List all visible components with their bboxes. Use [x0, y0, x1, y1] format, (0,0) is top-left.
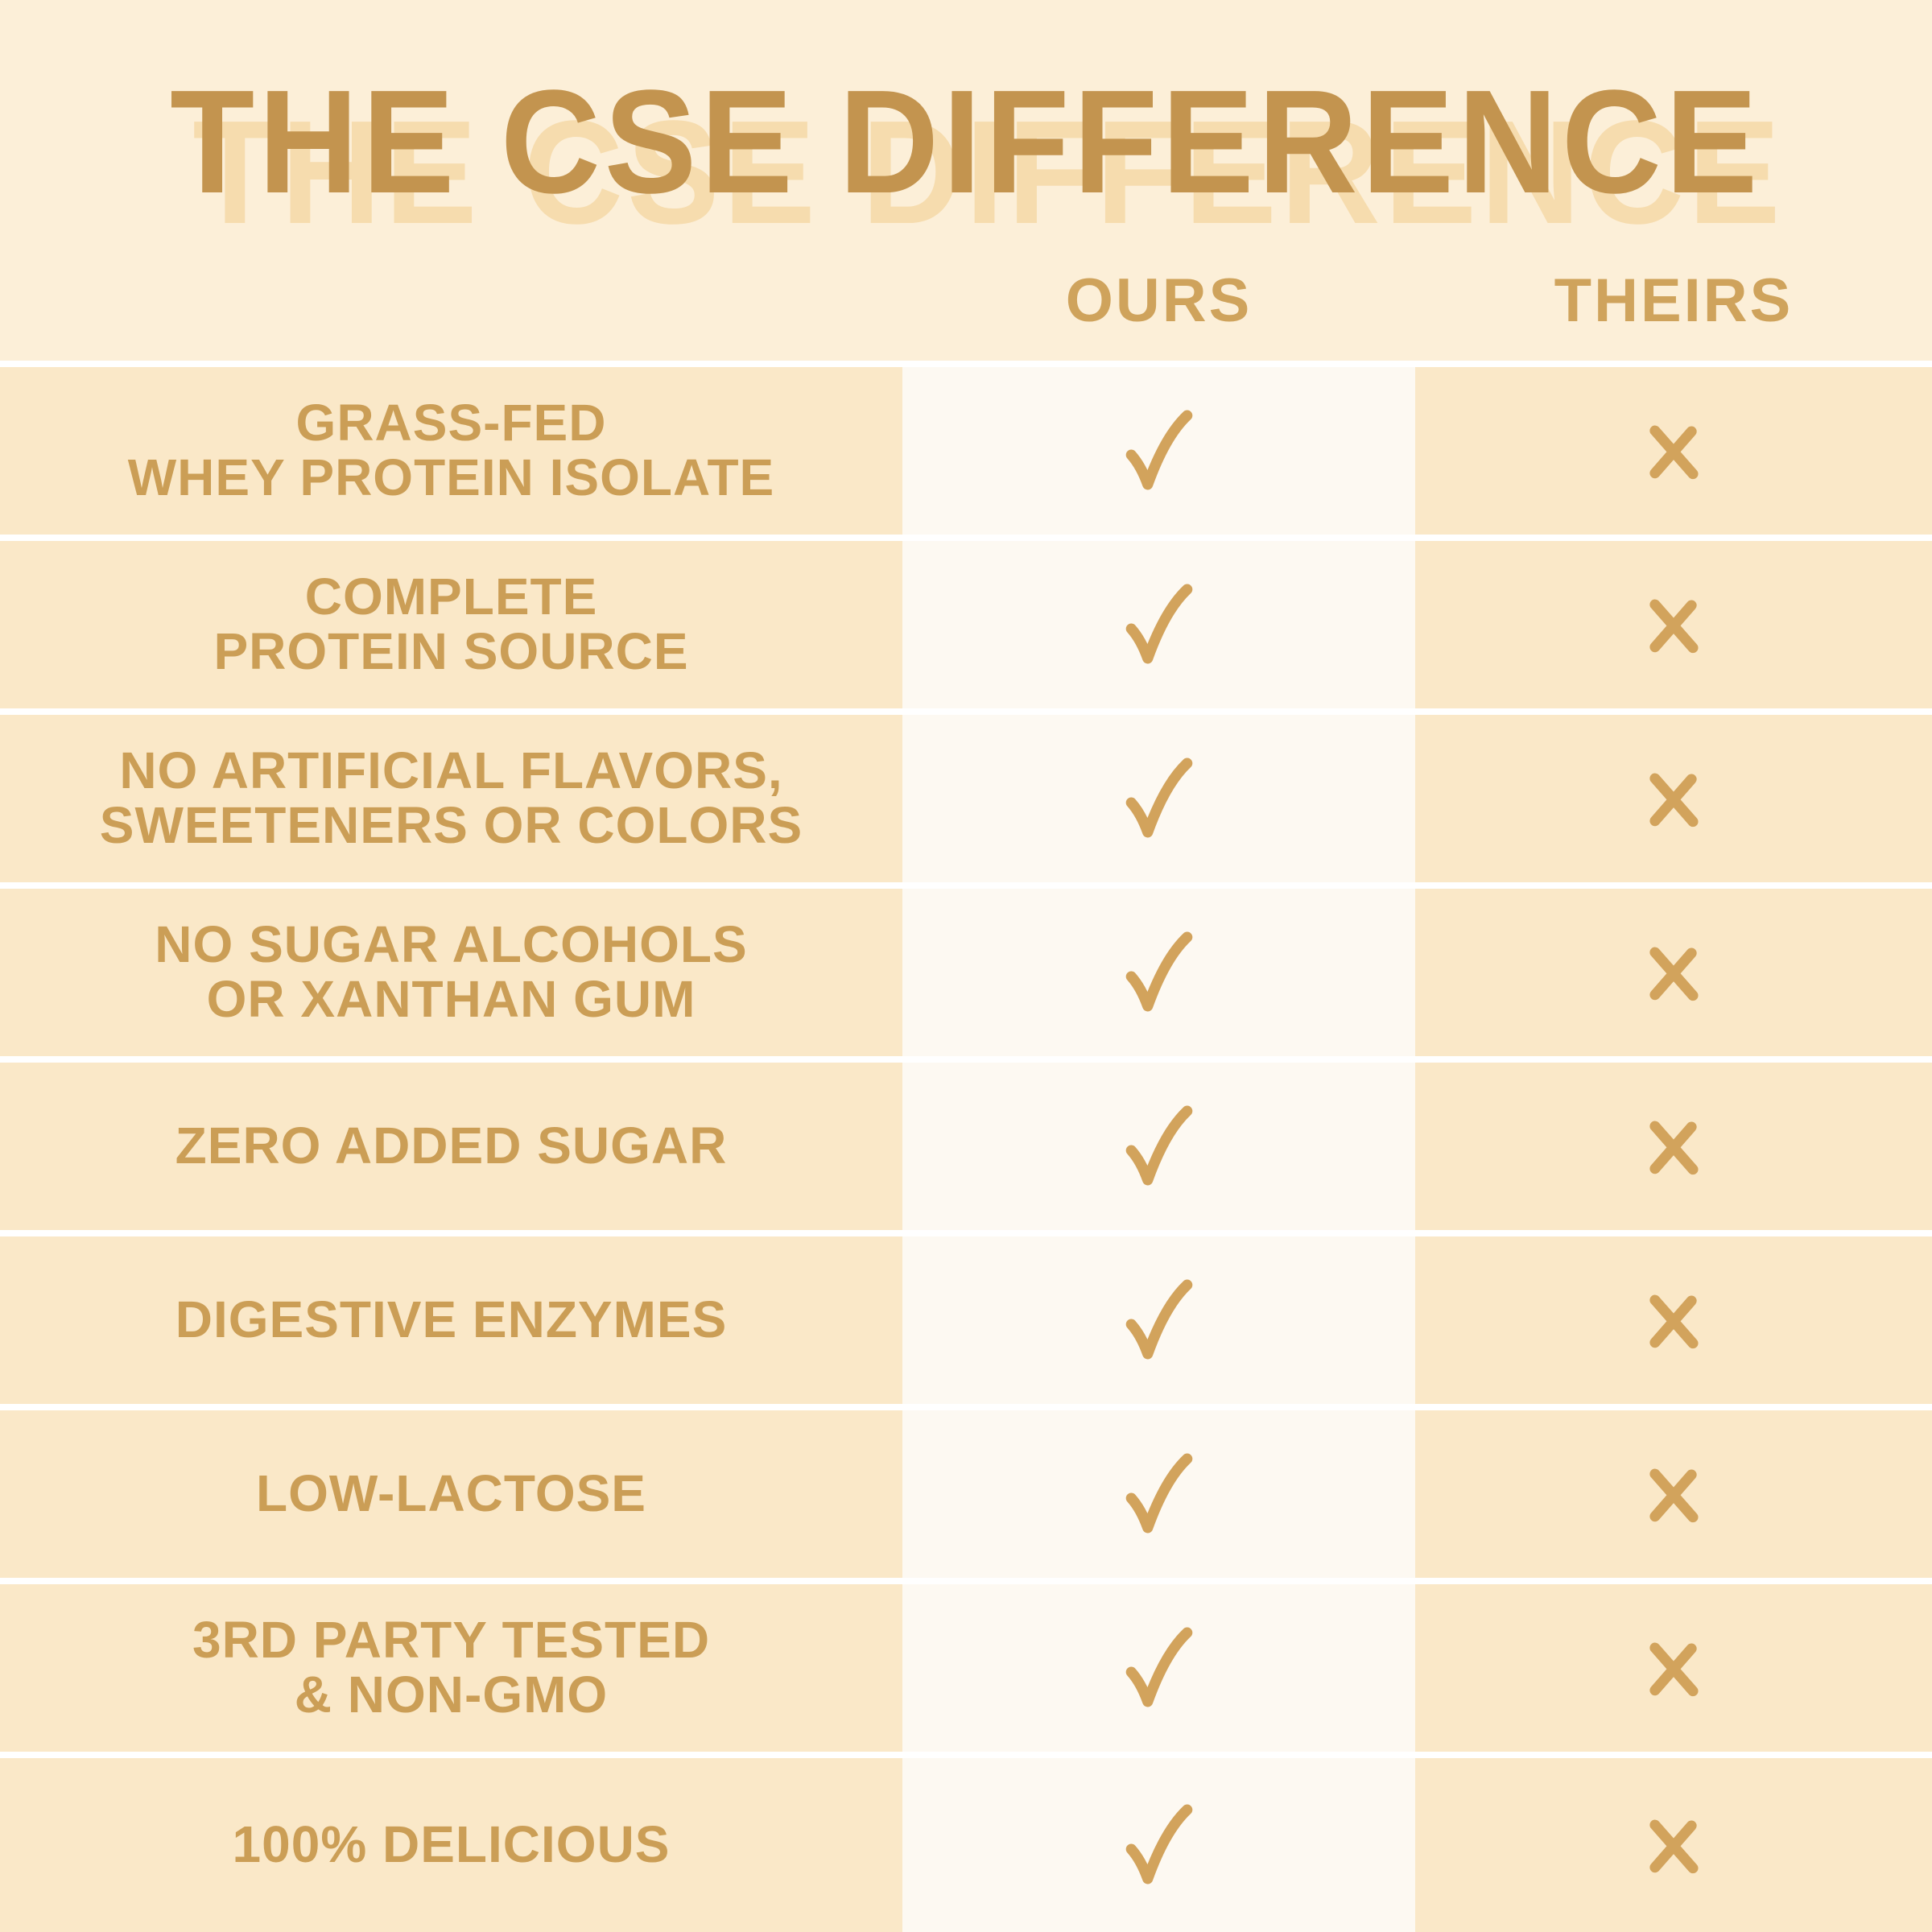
table-row: DIGESTIVE ENZYMES — [0, 1230, 1932, 1404]
ours-cell — [902, 541, 1415, 708]
theirs-cell — [1415, 367, 1932, 535]
row-label-cell: NO ARTIFICIAL FLAVORS, SWEETENERS OR COLO… — [0, 715, 902, 882]
check-icon — [1125, 1453, 1192, 1534]
row-label-cell: GRASS-FED WHEY PROTEIN ISOLATE — [0, 367, 902, 535]
page-title: THE CSE DIFFERENCE — [170, 58, 1762, 224]
theirs-cell — [1415, 541, 1932, 708]
row-label-line: SWEETENERS OR COLORS — [99, 796, 803, 854]
theirs-cell — [1415, 1236, 1932, 1404]
table-row: 3RD PARTY TESTED & NON-GMO — [0, 1578, 1932, 1752]
check-icon — [1125, 1627, 1192, 1707]
row-label-line: 100% DELICIOUS — [232, 1815, 671, 1874]
ours-cell — [902, 367, 1415, 535]
row-label-line: 3RD PARTY TESTED — [192, 1611, 711, 1670]
check-icon — [1125, 758, 1192, 838]
comparison-table: GRASS-FED WHEY PROTEIN ISOLATE COMPLETE PR… — [0, 361, 1932, 1932]
theirs-cell — [1415, 889, 1932, 1056]
check-icon — [1125, 1279, 1192, 1360]
cross-icon — [1649, 947, 1699, 1001]
column-header-theirs: THEIRS — [1554, 266, 1794, 335]
row-label-line: NO ARTIFICIAL FLAVORS, — [119, 741, 783, 800]
cross-icon — [1649, 425, 1699, 480]
theirs-cell — [1415, 715, 1932, 882]
check-icon — [1125, 584, 1192, 664]
check-icon — [1125, 1804, 1192, 1885]
row-label-cell: NO SUGAR ALCOHOLS OR XANTHAN GUM — [0, 889, 902, 1056]
cross-icon — [1649, 1819, 1699, 1874]
row-label: DIGESTIVE ENZYMES — [175, 1290, 728, 1349]
ours-cell — [902, 1758, 1415, 1932]
header-columns: OURS THEIRS — [0, 240, 1932, 361]
column-header-ours: OURS — [1065, 266, 1253, 335]
table-header: OURS THEIRS — [0, 0, 1932, 361]
ours-cell — [902, 715, 1415, 882]
row-label: NO ARTIFICIAL FLAVORS, SWEETENERS OR COLO… — [99, 741, 803, 854]
cross-icon — [1649, 599, 1699, 654]
theirs-cell — [1415, 1410, 1932, 1578]
check-icon — [1125, 1105, 1192, 1186]
cross-icon — [1649, 1121, 1699, 1175]
row-label-cell: 3RD PARTY TESTED & NON-GMO — [0, 1584, 902, 1752]
row-label-line: OR XANTHAN GUM — [206, 970, 696, 1028]
table-row: NO SUGAR ALCOHOLS OR XANTHAN GUM — [0, 882, 1932, 1056]
check-icon — [1125, 410, 1192, 490]
row-label: 3RD PARTY TESTED & NON-GMO — [192, 1611, 711, 1724]
row-label-line: LOW-LACTOSE — [256, 1464, 646, 1523]
row-label: LOW-LACTOSE — [256, 1464, 646, 1523]
row-label-cell: 100% DELICIOUS — [0, 1758, 902, 1932]
row-label-cell: LOW-LACTOSE — [0, 1410, 902, 1578]
ours-cell — [902, 1063, 1415, 1230]
row-label-cell: ZERO ADDED SUGAR — [0, 1063, 902, 1230]
title-wrap: THE CSE DIFFERENCE — [0, 56, 1932, 225]
row-label-line: GRASS-FED — [295, 394, 607, 452]
row-label: COMPLETE PROTEIN SOURCE — [213, 568, 689, 680]
header-feature-spacer — [0, 240, 902, 361]
cross-icon — [1649, 1468, 1699, 1523]
row-label: NO SUGAR ALCOHOLS OR XANTHAN GUM — [155, 915, 748, 1028]
cross-icon — [1649, 1294, 1699, 1349]
row-label-cell: COMPLETE PROTEIN SOURCE — [0, 541, 902, 708]
theirs-cell — [1415, 1584, 1932, 1752]
row-label: ZERO ADDED SUGAR — [175, 1117, 728, 1175]
table-row: LOW-LACTOSE — [0, 1404, 1932, 1578]
row-label-line: PROTEIN SOURCE — [213, 622, 689, 680]
row-label-line: NO SUGAR ALCOHOLS — [155, 915, 748, 974]
table-row: COMPLETE PROTEIN SOURCE — [0, 535, 1932, 708]
ours-cell — [902, 1236, 1415, 1404]
theirs-cell — [1415, 1063, 1932, 1230]
row-label-line: COMPLETE — [304, 568, 598, 626]
row-label: GRASS-FED WHEY PROTEIN ISOLATE — [127, 394, 775, 506]
table-row: 100% DELICIOUS — [0, 1752, 1932, 1932]
table-row: ZERO ADDED SUGAR — [0, 1056, 1932, 1230]
ours-cell — [902, 889, 1415, 1056]
row-label-line: DIGESTIVE ENZYMES — [175, 1290, 728, 1349]
cross-icon — [1649, 1642, 1699, 1697]
row-label-cell: DIGESTIVE ENZYMES — [0, 1236, 902, 1404]
table-row: GRASS-FED WHEY PROTEIN ISOLATE — [0, 361, 1932, 535]
table-row: NO ARTIFICIAL FLAVORS, SWEETENERS OR COLO… — [0, 708, 1932, 882]
ours-cell — [902, 1584, 1415, 1752]
ours-cell — [902, 1410, 1415, 1578]
row-label: 100% DELICIOUS — [232, 1815, 671, 1874]
row-label-line: & NON-GMO — [294, 1666, 609, 1724]
check-icon — [1125, 931, 1192, 1012]
row-label-line: ZERO ADDED SUGAR — [175, 1117, 728, 1175]
theirs-cell — [1415, 1758, 1932, 1932]
row-label-line: WHEY PROTEIN ISOLATE — [127, 448, 775, 506]
cross-icon — [1649, 773, 1699, 828]
